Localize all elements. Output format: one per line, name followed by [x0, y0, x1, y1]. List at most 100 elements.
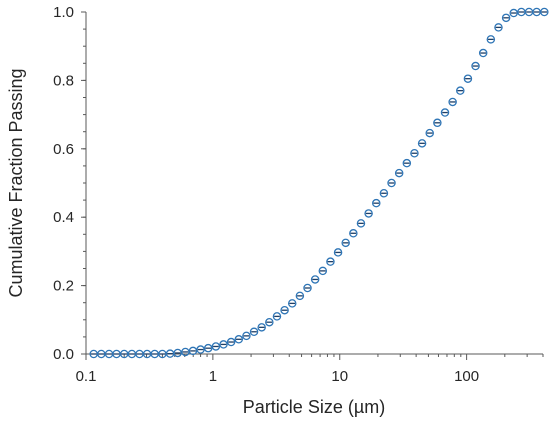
data-point-marker — [295, 291, 305, 301]
data-point — [257, 323, 266, 332]
data-point — [303, 283, 312, 293]
data-point — [326, 257, 335, 266]
data-point — [501, 13, 511, 23]
data-point — [387, 178, 396, 188]
data-point-marker — [364, 209, 373, 218]
data-point — [494, 23, 503, 32]
data-point — [127, 349, 137, 359]
data-point — [188, 346, 198, 356]
data-point-marker — [448, 97, 457, 107]
data-point — [318, 266, 328, 276]
x-tick-label: 10 — [331, 368, 348, 385]
y-tick-label: 0.4 — [53, 209, 74, 226]
data-point — [150, 349, 159, 359]
data-point — [532, 7, 541, 17]
data-point-marker — [456, 86, 465, 95]
data-point-marker — [540, 7, 549, 17]
data-point-marker — [196, 345, 205, 354]
data-point — [364, 209, 373, 218]
y-tick-label: 0.8 — [53, 72, 74, 89]
data-point — [463, 74, 473, 83]
data-point-marker — [463, 74, 473, 83]
data-point — [203, 343, 213, 353]
data-point-marker — [318, 266, 328, 276]
data-point — [372, 198, 381, 208]
data-point-marker — [242, 331, 251, 341]
data-point — [394, 168, 404, 178]
x-tick-label: 0.1 — [76, 368, 97, 385]
data-point — [249, 327, 259, 337]
data-point-marker — [417, 139, 427, 148]
data-point — [295, 291, 305, 301]
data-point-marker — [402, 158, 412, 168]
data-point-marker — [249, 327, 259, 337]
y-axis-ticks: 0.0 0.2 0.4 0.6 0.8 1.0 — [53, 4, 86, 363]
data-point — [448, 97, 457, 107]
data-point — [135, 349, 144, 359]
data-point-marker — [257, 323, 266, 332]
data-point — [433, 118, 442, 128]
data-point-marker — [440, 108, 450, 117]
data-point-marker — [326, 257, 335, 266]
y-tick-label: 0.2 — [53, 278, 74, 295]
data-point — [349, 229, 358, 238]
data-point — [486, 35, 496, 44]
data-point — [242, 331, 251, 341]
data-point — [219, 340, 228, 349]
data-point-marker — [265, 317, 274, 327]
data-point — [356, 219, 366, 228]
data-point — [402, 158, 412, 168]
data-point — [509, 8, 518, 18]
plot-frame — [85, 12, 543, 355]
data-point — [142, 349, 152, 359]
y-tick-label: 0.0 — [53, 346, 74, 363]
data-point-marker — [501, 13, 511, 23]
data-point-marker — [494, 23, 503, 32]
data-point — [280, 305, 289, 315]
data-point — [540, 7, 549, 17]
y-axis-title: Cumulative Fraction Passing — [6, 68, 26, 297]
data-point — [234, 335, 244, 344]
data-point-marker — [471, 61, 480, 71]
data-point — [211, 342, 221, 351]
data-point-marker — [203, 343, 213, 353]
x-tick-label: 100 — [454, 368, 479, 385]
data-point-marker — [287, 299, 297, 308]
data-point — [173, 348, 182, 358]
data-point-marker — [379, 189, 389, 198]
data-point-marker — [372, 198, 381, 208]
data-point — [524, 7, 534, 17]
y-tick-label: 0.6 — [53, 141, 74, 158]
y-tick-label: 1.0 — [53, 4, 74, 21]
data-point — [97, 349, 106, 359]
data-point-marker — [341, 238, 350, 248]
data-point — [341, 238, 350, 248]
data-point — [287, 299, 297, 308]
data-point-marker — [478, 48, 488, 58]
data-point-marker — [272, 312, 282, 321]
data-point-marker — [226, 337, 236, 347]
data-point — [165, 349, 175, 358]
data-point — [104, 349, 114, 359]
data-point-marker — [387, 178, 396, 188]
data-point — [265, 317, 274, 327]
data-point — [226, 337, 236, 347]
data-point — [196, 345, 205, 354]
data-point-marker — [219, 340, 228, 349]
x-tick-label: 1 — [209, 368, 217, 385]
data-point — [272, 312, 282, 321]
data-point-marker — [356, 219, 366, 228]
data-point-marker — [280, 305, 289, 315]
data-point-marker — [303, 283, 312, 293]
data-points — [89, 7, 549, 359]
data-point-marker — [310, 275, 320, 284]
data-point — [417, 139, 427, 148]
data-point-marker — [486, 35, 496, 44]
data-point-marker — [333, 248, 343, 257]
data-point-marker — [349, 229, 358, 238]
data-point — [478, 48, 488, 58]
data-point — [379, 189, 389, 198]
data-point — [410, 148, 419, 158]
data-point — [517, 7, 526, 17]
